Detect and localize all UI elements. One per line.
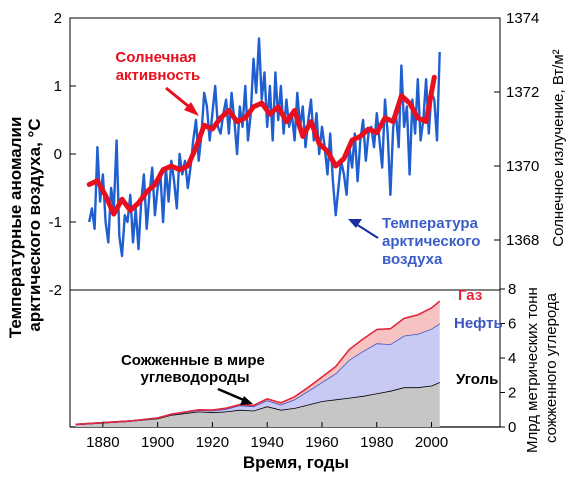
annotation-solar-line-1: Солнечная — [115, 49, 196, 66]
left-axis-title-line-2: арктического воздуха, °C — [25, 118, 44, 331]
left-axis-title-line-1: Температурные аномалии — [6, 117, 25, 339]
y-carbon-tick-label: 0 — [508, 419, 516, 436]
annotation-arctic-line-2: арктического — [382, 233, 480, 250]
y-right-tick-label: 1374 — [506, 10, 539, 27]
annotation-fossil-arrow — [217, 387, 253, 405]
right-axis-title-carbon: Млрд метрических тонн сожженного углерод… — [524, 283, 560, 453]
area-line-gas — [75, 300, 441, 426]
y-right-tick-label: 1368 — [506, 232, 539, 249]
annotation-solar-activity: Солнечная активность — [115, 49, 200, 84]
annotation-arctic-line-1: Температура — [382, 215, 479, 232]
x-tick-label: 1900 — [141, 434, 174, 451]
annotation-fossil-fuels: Сожженные в мире углеводороды — [121, 352, 269, 386]
series-solar-activity — [86, 74, 437, 217]
y-right-tick-label: 1372 — [506, 84, 539, 101]
y-carbon-tick-label: 2 — [508, 385, 516, 402]
annotation-fossil-line-2: углеводороды — [140, 369, 249, 386]
right-axis-title-carbon-line-1: Млрд метрических тонн — [524, 287, 541, 453]
y-left-tick-label: 0 — [54, 146, 62, 163]
annotation-solar-arrow — [165, 86, 199, 116]
right-axis-title-carbon-line-2: сожженного углерода — [543, 292, 560, 443]
y-carbon-tick-label: 4 — [508, 350, 516, 367]
x-tick-label: 2000 — [415, 434, 448, 451]
series-label-coal: Уголь — [456, 371, 498, 388]
y-carbon-tick-label: 6 — [508, 316, 516, 333]
annotation-fossil-line-1: Сожженные в мире — [121, 352, 265, 369]
x-axis-title: Время, годы — [243, 453, 349, 472]
right-axis-title-solar: Солнечное излучение, Вт/м² — [550, 49, 567, 246]
x-tick-label: 1880 — [86, 434, 119, 451]
x-tick-label: 1980 — [360, 434, 393, 451]
annotation-arctic-arrow — [348, 219, 379, 239]
x-tick-label: 1920 — [196, 434, 229, 451]
annotation-arctic-line-3: воздуха — [382, 251, 443, 268]
x-tick-label: 1940 — [251, 434, 284, 451]
annotation-arctic-temperature: Температура арктического воздуха — [382, 215, 485, 268]
y-carbon-tick-label: 8 — [508, 281, 516, 298]
area-oil — [75, 323, 440, 425]
y-right-tick-label: 1370 — [506, 158, 539, 175]
series-arctic-temperature — [88, 37, 441, 258]
left-axis-title: Температурные аномалии арктического возд… — [6, 112, 44, 338]
x-tick-label: 1960 — [305, 434, 338, 451]
area-coal — [75, 382, 440, 427]
y-left-tick-label: 1 — [54, 78, 62, 95]
y-left-tick-label: -1 — [49, 214, 62, 231]
y-left-tick-label: -2 — [49, 282, 62, 299]
series-label-oil: Нефть — [454, 315, 503, 332]
annotation-solar-line-2: активность — [116, 67, 201, 84]
series-label-gas: Газ — [458, 287, 482, 304]
y-left-tick-label: 2 — [54, 10, 62, 27]
